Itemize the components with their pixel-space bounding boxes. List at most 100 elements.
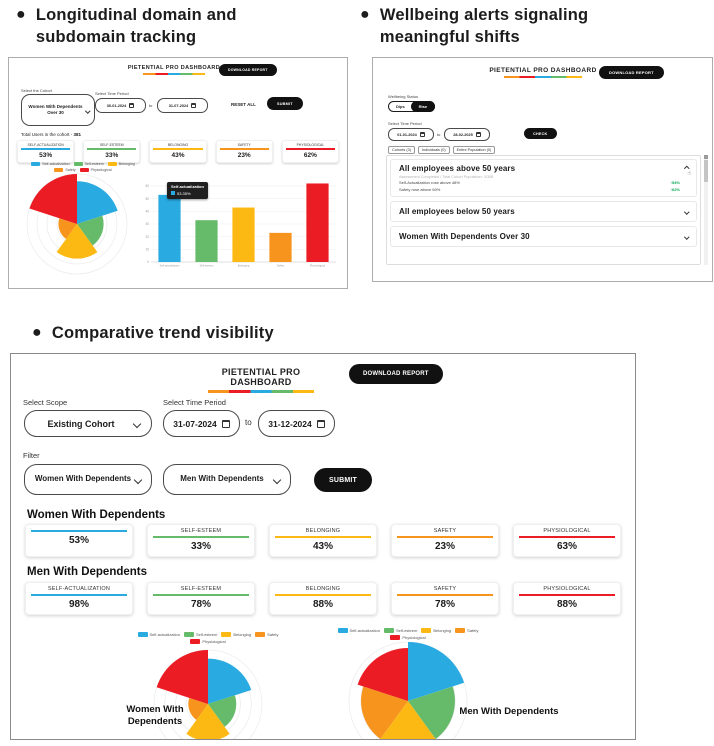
date-to-input[interactable]: 31-07-2024 (157, 98, 208, 113)
alert-detail-row: Self-Actualization rose above 48% ↑54% (399, 180, 680, 185)
download-report-button[interactable]: DOWNLOAD REPORT (599, 66, 664, 79)
date-to-input[interactable]: 28-02-2025 (444, 128, 490, 141)
bullet-comparative: ● Comparative trend visibility (32, 322, 352, 344)
date-to-input[interactable]: 31-12-2024 (258, 410, 335, 437)
dashboard-title: PIETENTIAL PRO DASHBOARD (196, 367, 326, 393)
bar-chart[interactable]: 0 10 20 30 40 50 60 Self-actualization Self-este… (137, 170, 341, 270)
reset-all-button[interactable]: RESET ALL (231, 102, 256, 107)
legend-swatch (383, 628, 394, 633)
scrollbar-up-arrow[interactable] (704, 155, 708, 159)
toggle-dips[interactable]: Dips (396, 104, 405, 109)
svg-text:60: 60 (145, 184, 149, 188)
metric-label: SELF-ESTEEM (100, 143, 124, 147)
submit-button[interactable]: SUBMIT (314, 468, 373, 492)
metric-label: PHYSIOLOGICAL (543, 528, 591, 534)
metric-cards-row-men: SELF-ACTUALIZATION 98% SELF-ESTEEM 78% B… (25, 582, 621, 616)
submit-button[interactable]: SUBMIT (267, 97, 303, 110)
wellbeing-status-label: Wellbeing Status (388, 94, 418, 99)
rose-chart-men (348, 641, 468, 739)
legend-item: Belonging (107, 162, 135, 166)
alert-item-collapsed[interactable]: All employees below 50 years (390, 200, 697, 222)
alert-item-expanded[interactable]: All employees above 50 years Assessment … (390, 159, 697, 197)
svg-text:0: 0 (147, 260, 149, 264)
scope-select[interactable]: Existing Cohort (24, 410, 152, 437)
to-label: to (149, 103, 153, 108)
alert-item-collapsed[interactable]: Women With Dependents Over 30 (390, 225, 697, 247)
metric-card-belonging: BELONGING 43% (149, 140, 207, 163)
tooltip-value: 53.35% (177, 190, 191, 196)
wellbeing-status-toggle[interactable]: Dips Rise (388, 101, 436, 112)
date-from-value: 30-01-2024 (106, 103, 127, 108)
chevron-down-icon[interactable] (683, 208, 689, 214)
legend-label: Safety (467, 628, 479, 633)
filter-select-1[interactable]: Women With Dependents (24, 464, 152, 495)
rose-chart-women (153, 649, 263, 739)
date-from-input[interactable]: 31-07-2024 (163, 410, 240, 437)
metric-color-line (153, 148, 203, 150)
legend-swatch (221, 632, 232, 637)
alert-title[interactable]: All employees above 50 years (399, 164, 516, 173)
download-report-button[interactable]: DOWNLOAD REPORT (219, 64, 277, 76)
metric-value: 43% (171, 151, 185, 159)
bullet-wellbeing-alerts: ● Wellbeing alerts signaling meaningful … (360, 4, 640, 48)
metric-color-line (153, 536, 249, 539)
metric-label: PHYSIOLOGICAL (296, 143, 325, 147)
metric-value: 78% (434, 599, 455, 611)
legend-item: Physiological (79, 168, 112, 172)
date-from-input[interactable]: 01-01-2024 (388, 128, 434, 141)
metric-color-line (31, 530, 127, 533)
metric-card-self-esteem: SELF-ESTEEM 78% (147, 582, 255, 616)
metric-card-safety: SAFETY 23% (215, 140, 273, 163)
metric-value: 78% (190, 599, 211, 611)
time-period-label: Select Time Period (388, 121, 422, 126)
alert-title[interactable]: Women With Dependents Over 30 (399, 231, 530, 241)
cohort-select[interactable]: Women With Dependents Over 30 (21, 94, 95, 126)
metric-value: 62% (303, 151, 317, 159)
legend-label: Self-actualization (42, 162, 70, 166)
metric-value: 23% (434, 541, 455, 553)
title-underline (143, 73, 205, 75)
title-underline (208, 390, 314, 393)
metric-value: 53% (39, 151, 53, 159)
chip-individuals[interactable]: Individuals (0) (418, 146, 450, 154)
legend-swatch (390, 635, 401, 640)
metric-card-belonging: BELONGING 88% (269, 582, 377, 616)
bullet-text: Comparative trend visibility (51, 324, 274, 342)
scrollbar-track[interactable] (704, 155, 708, 265)
calendar-icon (475, 132, 481, 137)
legend-label: Safety (65, 168, 76, 172)
title-underline (504, 76, 582, 78)
metric-value: 88% (556, 599, 577, 611)
check-button[interactable]: CHECK (524, 128, 557, 139)
cohort-select-value: Women With Dependents Over 30 (28, 103, 83, 115)
svg-text:40: 40 (145, 209, 149, 213)
metric-color-line (275, 536, 371, 539)
chip-entire-population[interactable]: Entire Population (0) (452, 146, 496, 154)
bullet-longitudinal: ● Longitudinal domain and subdomain trac… (16, 4, 286, 48)
metric-color-line (21, 148, 71, 150)
total-users-label: Total Users in the cohort - (21, 132, 73, 137)
legend-label: Belonging (433, 628, 452, 633)
legend-swatch (54, 168, 64, 172)
svg-text:Belonging: Belonging (238, 264, 250, 268)
alert-title[interactable]: All employees below 50 years (399, 206, 515, 216)
legend-swatch (337, 628, 348, 633)
svg-text:50: 50 (145, 197, 149, 201)
group-heading-women: Women With Dependents (27, 509, 166, 521)
filter-select-2[interactable]: Men With Dependents (163, 464, 291, 495)
legend-label: Physiological (202, 639, 226, 644)
toggle-rise[interactable]: Rise (410, 101, 436, 112)
legend-swatch (107, 162, 117, 166)
chip-cohorts[interactable]: Cohorts (3) (388, 146, 415, 154)
metric-value: 23% (237, 151, 251, 159)
download-report-button[interactable]: DOWNLOAD REPORT (349, 364, 443, 384)
metric-label: SELF-ESTEEM (180, 586, 222, 592)
metric-card-safety: SAFETY 78% (391, 582, 499, 616)
time-period-label: Select Time Period (163, 398, 226, 407)
metric-label: PHYSIOLOGICAL (543, 586, 591, 592)
chevron-down-icon[interactable] (683, 233, 689, 239)
scrollbar-thumb[interactable] (704, 160, 708, 182)
date-from-input[interactable]: 30-01-2024 (95, 98, 146, 113)
metric-value: 98% (68, 599, 89, 611)
